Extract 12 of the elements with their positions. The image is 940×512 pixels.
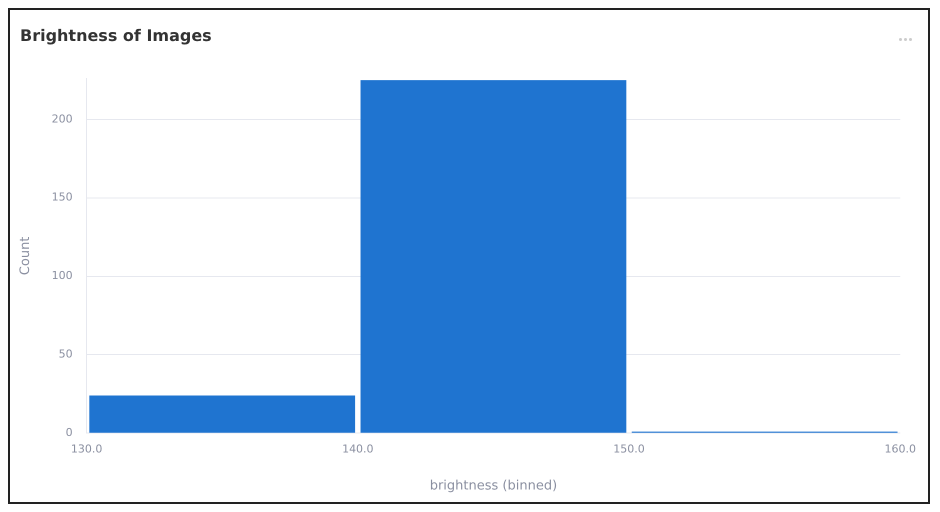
x-tick-label: 150.0 bbox=[613, 442, 645, 456]
y-axis-title: Count bbox=[18, 236, 34, 276]
x-tick-label: 160.0 bbox=[884, 442, 916, 456]
y-tick-label: 100 bbox=[52, 269, 73, 282]
x-axis-title: brightness (binned) bbox=[430, 478, 558, 494]
y-tick-label: 50 bbox=[58, 348, 73, 361]
x-tick-label: 140.0 bbox=[342, 442, 374, 456]
x-tick-label: 130.0 bbox=[70, 442, 102, 456]
y-tick-label: 0 bbox=[66, 426, 73, 440]
y-tick-label: 150 bbox=[52, 190, 73, 204]
y-tick-label: 200 bbox=[52, 112, 73, 126]
chart-title: Brightness of Images bbox=[20, 26, 212, 45]
